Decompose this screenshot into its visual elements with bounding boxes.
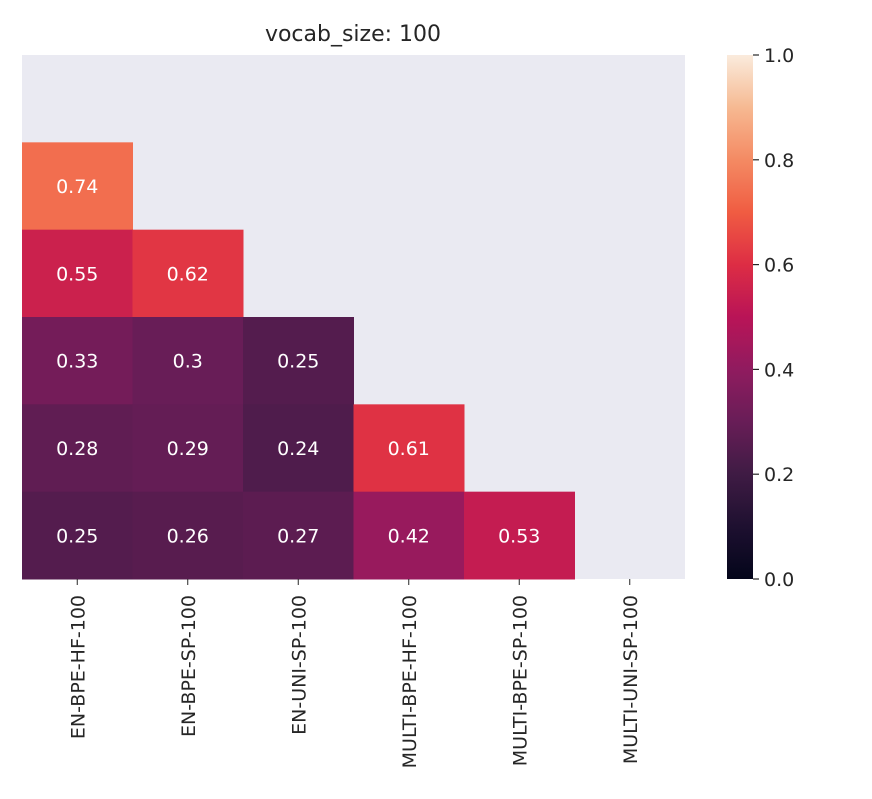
cell-value-label: 0.61 — [388, 438, 430, 460]
x-tick-label: MULTI-BPE-SP-100 — [509, 595, 531, 766]
heatmap-cell — [132, 229, 244, 318]
cell-value-label: 0.29 — [167, 438, 209, 460]
heatmap-cell — [243, 404, 354, 493]
heatmap-cell — [353, 491, 465, 580]
cell-value-label: 0.42 — [388, 525, 430, 547]
colorbar-tick-label: 0.0 — [764, 569, 794, 591]
cell-value-label: 0.25 — [56, 525, 98, 547]
chart-title: vocab_size: 100 — [265, 22, 441, 47]
cell-value-label: 0.74 — [56, 176, 98, 198]
heatmap-cell — [243, 317, 354, 405]
colorbar: 0.0 0.2 0.4 0.6 0.8 1.0 — [727, 45, 794, 591]
colorbar-tick-label: 1.0 — [764, 45, 794, 67]
cell-value-label: 0.27 — [277, 525, 319, 547]
cell-value-label: 0.24 — [277, 438, 319, 460]
colorbar-tick-label: 0.4 — [764, 359, 794, 381]
heatmap-cell — [132, 491, 244, 580]
cell-value-label: 0.55 — [56, 263, 98, 285]
x-tick-label: MULTI-UNI-SP-100 — [620, 595, 642, 764]
colorbar-tick-label: 0.2 — [764, 464, 794, 486]
heatmap-cell — [243, 491, 354, 580]
x-tick-label: MULTI-BPE-HF-100 — [399, 595, 421, 768]
cell-value-label: 0.53 — [498, 525, 540, 547]
heatmap-cell — [464, 491, 575, 580]
heatmap-cell — [132, 317, 244, 405]
cell-value-label: 0.28 — [56, 438, 98, 460]
heatmap-cell — [132, 404, 244, 493]
heatmap-cell — [22, 229, 133, 318]
cell-value-label: 0.25 — [277, 351, 319, 373]
heatmap-cell — [353, 404, 465, 493]
heatmap-cell — [22, 491, 133, 580]
x-tick-labels: EN-BPE-HF-100 EN-BPE-SP-100 EN-UNI-SP-100 M… — [67, 579, 642, 768]
colorbar-gradient — [727, 55, 753, 579]
x-tick-label: EN-UNI-SP-100 — [288, 595, 310, 735]
colorbar-tick-label: 0.6 — [764, 255, 794, 277]
colorbar-tick-label: 0.8 — [764, 150, 794, 172]
heatmap-cell — [22, 142, 133, 231]
cell-value-label: 0.3 — [173, 351, 203, 373]
x-tick-label: EN-BPE-HF-100 — [67, 595, 89, 739]
cell-value-label: 0.62 — [167, 263, 209, 285]
cell-value-label: 0.26 — [167, 525, 209, 547]
heatmap-cell — [22, 317, 133, 405]
x-tick-label: EN-BPE-SP-100 — [178, 595, 200, 737]
heatmap-cells: 0.74 0.55 0.62 0.33 0.3 0.25 0.28 0.29 0.24 0.61 0… — [22, 142, 575, 580]
cell-value-label: 0.33 — [56, 351, 98, 373]
heatmap-cell — [22, 404, 133, 493]
